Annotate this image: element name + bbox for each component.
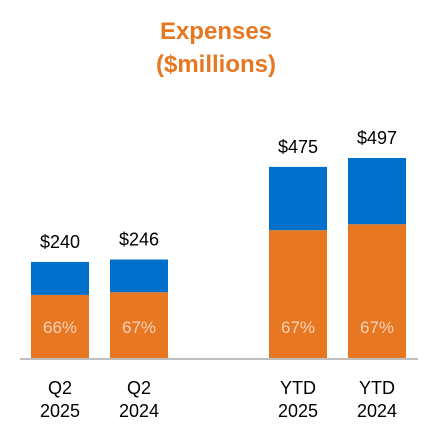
category-label-period: YTD (359, 378, 395, 398)
bar-total-label: $497 (357, 128, 397, 148)
category-label-period: Q2 (48, 378, 72, 398)
bar-upper-segment (348, 158, 406, 225)
bar-total-label: $475 (278, 137, 318, 157)
chart-title: Expenses (160, 18, 272, 45)
category-label-year: 2025 (278, 401, 318, 421)
category-label-year: 2024 (119, 401, 159, 421)
bar-total-label: $240 (40, 232, 80, 252)
category-label-period: YTD (280, 378, 316, 398)
bar-percent-label: 67% (281, 318, 315, 337)
bar-percent-label: 67% (122, 318, 156, 337)
bar-lower-segment (348, 224, 406, 359)
category-label-year: 2025 (40, 401, 80, 421)
bar-lower-segment (110, 292, 168, 359)
bar-upper-segment (110, 259, 168, 293)
bar-percent-label: 67% (360, 318, 394, 337)
bar-total-label: $246 (119, 230, 159, 250)
bar-percent-label: 66% (43, 318, 77, 337)
bar-lower-segment (31, 294, 89, 359)
bar-upper-segment (269, 166, 327, 231)
bar-upper-segment (31, 261, 89, 295)
chart-subtitle: ($millions) (156, 51, 276, 78)
bar-lower-segment (269, 230, 327, 359)
labels-layer: $240 66% Q2 2025 $246 67% Q2 2024 $475 67% YTD 2025… (40, 128, 397, 421)
bars-layer (31, 158, 406, 359)
category-label-period: Q2 (127, 378, 151, 398)
category-label-year: 2024 (357, 401, 397, 421)
